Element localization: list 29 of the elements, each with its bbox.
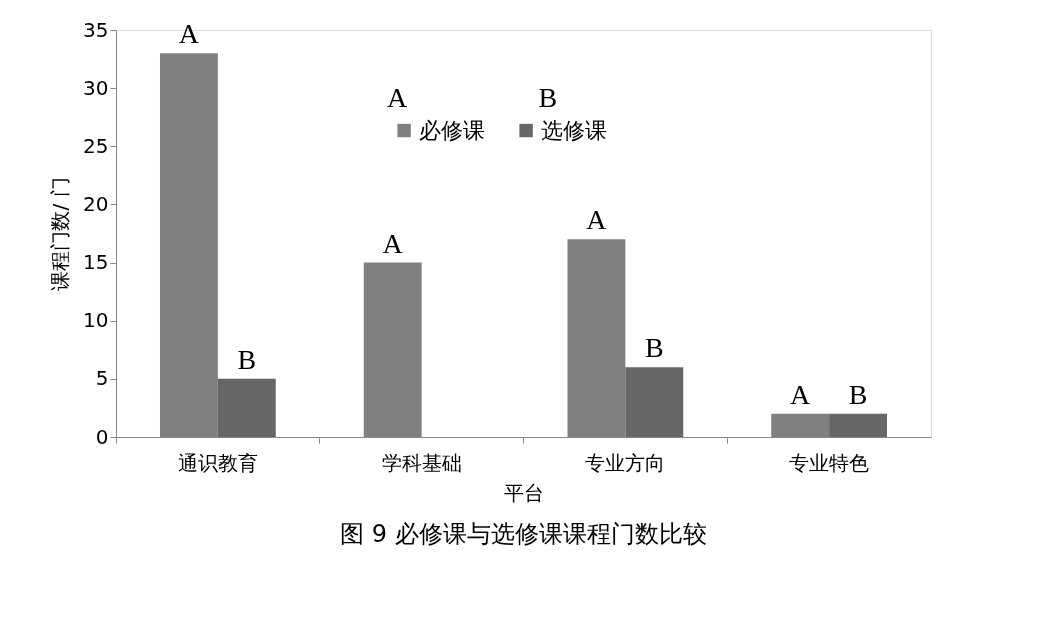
data-label: B bbox=[644, 332, 664, 364]
annotation: A bbox=[387, 82, 409, 114]
data-label: B bbox=[237, 343, 257, 375]
x-tick-label: 专业特色 bbox=[789, 450, 870, 475]
legend-label: 选修课 bbox=[541, 117, 608, 143]
y-tick-label: 20 bbox=[83, 191, 109, 216]
y-axis-title: 课程门数/ 门 bbox=[48, 177, 73, 291]
data-label: B bbox=[848, 378, 868, 410]
y-tick-label: 15 bbox=[83, 250, 109, 275]
y-tick-label: 35 bbox=[83, 17, 109, 42]
bar bbox=[625, 367, 684, 437]
x-tick-label: 学科基础 bbox=[381, 450, 462, 475]
y-tick-label: 5 bbox=[95, 366, 109, 391]
x-tick-label: 通识教育 bbox=[177, 450, 258, 475]
legend-label: 必修课 bbox=[419, 117, 486, 143]
x-axis-title: 平台 bbox=[504, 480, 544, 505]
annotation: B bbox=[538, 82, 558, 114]
text: 图 9 必修课与选修课课程门数比较 bbox=[340, 520, 707, 548]
y-tick-label: 25 bbox=[83, 133, 109, 158]
y-tick-label: 30 bbox=[83, 75, 109, 100]
y-tick-label: 0 bbox=[95, 424, 109, 449]
bar bbox=[217, 378, 276, 437]
data-label: A bbox=[178, 18, 200, 50]
data-label: A bbox=[382, 227, 404, 259]
y-tick-label: 10 bbox=[83, 308, 109, 333]
data-label: A bbox=[586, 204, 608, 236]
data-label: A bbox=[790, 378, 812, 410]
bar bbox=[829, 413, 888, 437]
x-tick-label: 专业方向 bbox=[585, 450, 666, 475]
